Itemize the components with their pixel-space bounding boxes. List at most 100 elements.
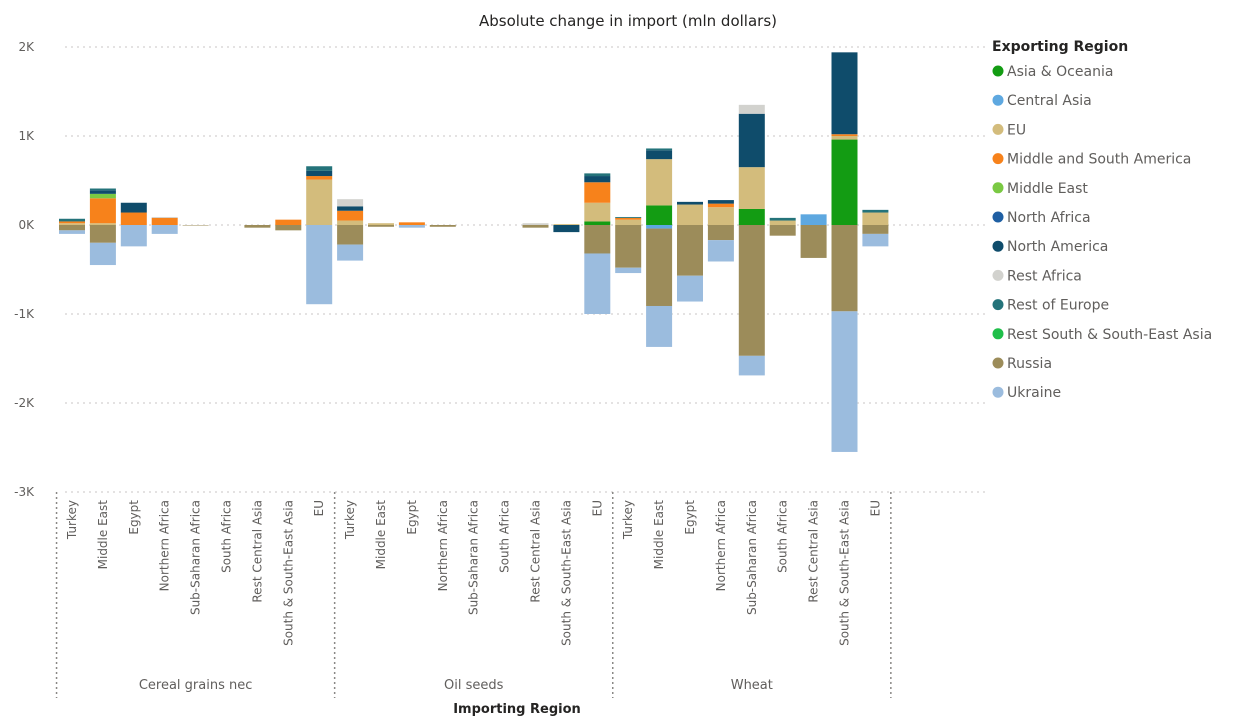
bar-segment[interactable] bbox=[584, 182, 611, 203]
bar-segment[interactable] bbox=[862, 233, 889, 247]
bar-segment[interactable] bbox=[120, 212, 147, 225]
bar-segment[interactable] bbox=[398, 222, 425, 225]
bar-segment[interactable] bbox=[89, 223, 116, 225]
bar-segment[interactable] bbox=[182, 225, 209, 226]
legend-item-label[interactable]: Middle and South America bbox=[1007, 152, 1191, 168]
bar-segment[interactable] bbox=[646, 150, 673, 160]
bar-segment[interactable] bbox=[769, 217, 796, 221]
bar-segment[interactable] bbox=[831, 225, 858, 312]
bar-segment[interactable] bbox=[120, 225, 147, 247]
bar-segment[interactable] bbox=[615, 217, 642, 220]
legend-item-label[interactable]: Rest of Europe bbox=[1007, 298, 1109, 314]
bar-segment[interactable] bbox=[862, 212, 889, 225]
bar-segment[interactable] bbox=[522, 225, 549, 228]
bar-segment[interactable] bbox=[615, 267, 642, 274]
bar-segment[interactable] bbox=[800, 225, 827, 258]
bar-segment[interactable] bbox=[831, 311, 858, 452]
legend-item-label[interactable]: Rest South & South-East Asia bbox=[1007, 327, 1212, 343]
bar-segment[interactable] bbox=[615, 219, 642, 225]
bar-segment[interactable] bbox=[769, 220, 796, 225]
bar-segment[interactable] bbox=[646, 305, 673, 347]
bar-segment[interactable] bbox=[306, 166, 333, 171]
bar-segment[interactable] bbox=[677, 201, 703, 205]
bar-segment[interactable] bbox=[769, 225, 796, 236]
bar-segment[interactable] bbox=[89, 198, 116, 224]
legend-item-label[interactable]: North America bbox=[1007, 239, 1108, 255]
bar-segment[interactable] bbox=[646, 205, 673, 225]
bar-segment[interactable] bbox=[89, 190, 116, 194]
legend-item-label[interactable]: North Africa bbox=[1007, 210, 1091, 226]
legend-item-label[interactable]: Asia & Oceania bbox=[1007, 64, 1113, 80]
bar-segment[interactable] bbox=[707, 203, 734, 208]
bar-segment[interactable] bbox=[337, 225, 364, 245]
bar-segment[interactable] bbox=[553, 225, 580, 233]
bar-segment[interactable] bbox=[615, 225, 642, 268]
bar-segment[interactable] bbox=[584, 202, 611, 222]
bar-segment[interactable] bbox=[646, 228, 673, 306]
legend-item-label[interactable]: Rest Africa bbox=[1007, 268, 1082, 284]
bar-segment[interactable] bbox=[862, 225, 889, 234]
bar-segment[interactable] bbox=[89, 242, 116, 266]
bar-segment[interactable] bbox=[584, 225, 611, 254]
bar-segment[interactable] bbox=[89, 188, 116, 191]
bar-segment[interactable] bbox=[59, 223, 85, 225]
bar-segment[interactable] bbox=[831, 136, 858, 140]
bar-segment[interactable] bbox=[368, 223, 394, 225]
bar-segment[interactable] bbox=[584, 221, 611, 225]
bar-segment[interactable] bbox=[646, 148, 673, 151]
bar-segment[interactable] bbox=[244, 225, 271, 228]
bar-segment[interactable] bbox=[831, 52, 858, 135]
bar-segment[interactable] bbox=[831, 134, 858, 136]
bar-segment[interactable] bbox=[306, 170, 333, 177]
bar-segment[interactable] bbox=[707, 207, 734, 225]
bar-segment[interactable] bbox=[306, 176, 333, 180]
bar-segment[interactable] bbox=[862, 209, 889, 213]
bar-segment[interactable] bbox=[800, 214, 827, 225]
bar-segment[interactable] bbox=[59, 218, 85, 222]
bar-segment[interactable] bbox=[120, 202, 147, 213]
bar-segment[interactable] bbox=[398, 225, 425, 228]
bar-segment[interactable] bbox=[707, 240, 734, 262]
bar-segment[interactable] bbox=[59, 221, 85, 224]
bar-segment[interactable] bbox=[151, 225, 178, 234]
bar-segment[interactable] bbox=[306, 225, 333, 305]
bar-segment[interactable] bbox=[429, 225, 456, 227]
bar-segment[interactable] bbox=[151, 217, 178, 225]
bar-segment[interactable] bbox=[59, 225, 85, 231]
legend-item-label[interactable]: Ukraine bbox=[1007, 385, 1061, 401]
bar-segment[interactable] bbox=[337, 210, 364, 221]
bar-segment[interactable] bbox=[738, 113, 765, 168]
bar-segment[interactable] bbox=[738, 355, 765, 376]
bar-segment[interactable] bbox=[831, 139, 858, 225]
bar-segment[interactable] bbox=[677, 275, 703, 302]
bar-segment[interactable] bbox=[337, 199, 364, 207]
legend-item-label[interactable]: Middle East bbox=[1007, 181, 1088, 197]
bar-segment[interactable] bbox=[584, 253, 611, 314]
legend-item-label[interactable]: EU bbox=[1007, 122, 1026, 138]
bar-segment[interactable] bbox=[677, 225, 703, 276]
bar-segment[interactable] bbox=[707, 225, 734, 241]
bar-segment[interactable] bbox=[738, 167, 765, 209]
bar-segment[interactable] bbox=[584, 176, 611, 183]
bar-segment[interactable] bbox=[275, 219, 302, 225]
bar-segment[interactable] bbox=[553, 224, 580, 225]
bar-segment[interactable] bbox=[89, 193, 116, 199]
bar-segment[interactable] bbox=[337, 220, 364, 225]
bar-segment[interactable] bbox=[89, 225, 116, 243]
legend-item-label[interactable]: Central Asia bbox=[1007, 93, 1092, 109]
bar-segment[interactable] bbox=[337, 244, 364, 261]
bar-segment[interactable] bbox=[306, 179, 333, 225]
bar-segment[interactable] bbox=[151, 216, 178, 218]
bar-segment[interactable] bbox=[738, 208, 765, 225]
bar-segment[interactable] bbox=[337, 206, 364, 211]
bar-segment[interactable] bbox=[707, 200, 734, 204]
bar-segment[interactable] bbox=[522, 223, 549, 225]
bar-segment[interactable] bbox=[615, 216, 642, 218]
bar-segment[interactable] bbox=[59, 230, 85, 234]
bar-segment[interactable] bbox=[677, 204, 703, 225]
bar-segment[interactable] bbox=[275, 225, 302, 231]
bar-segment[interactable] bbox=[646, 159, 673, 206]
bar-segment[interactable] bbox=[738, 225, 765, 356]
bar-segment[interactable] bbox=[738, 104, 765, 114]
bar-segment[interactable] bbox=[646, 225, 673, 229]
